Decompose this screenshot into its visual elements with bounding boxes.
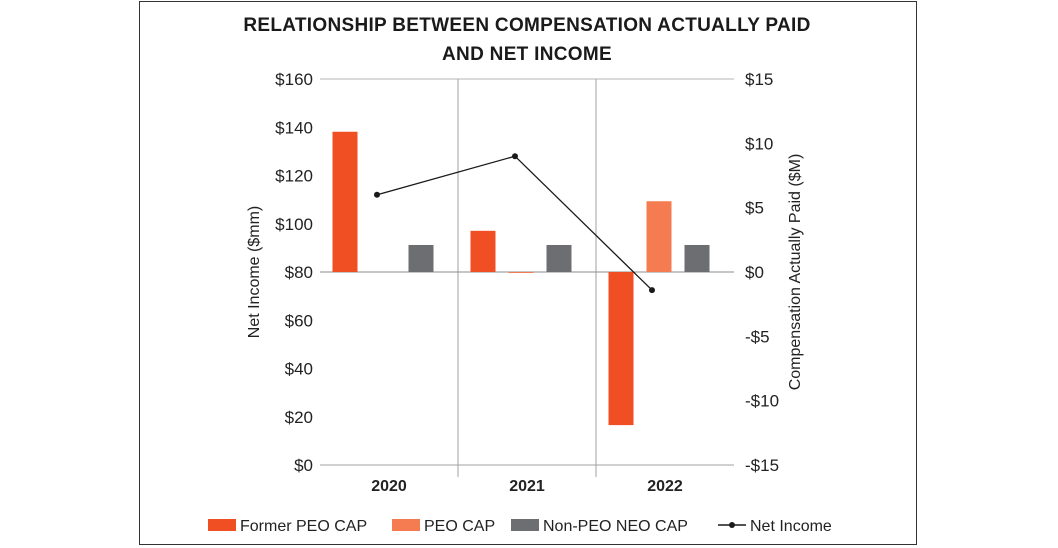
bar-former-peo-cap (470, 230, 496, 272)
x-category-label: 2022 (647, 478, 683, 495)
bar-non-peo-neo-cap (684, 244, 710, 272)
y-right-tick-label: $5 (745, 199, 764, 218)
legend: Former PEO CAP PEO CAP Non-PEO NEO CAP Net … (208, 518, 832, 535)
bar-non-peo-neo-cap (408, 244, 434, 272)
y-left-tick-label: $140 (275, 118, 313, 137)
chart-title-line-2: AND NET INCOME (442, 44, 612, 65)
legend-swatch (208, 519, 236, 531)
net-income-point (374, 191, 380, 198)
net-income-point (649, 287, 655, 294)
bar-peo-cap (508, 272, 534, 273)
bar-peo-cap (646, 201, 672, 272)
x-category-label: 2021 (509, 478, 545, 495)
bar-non-peo-neo-cap (546, 244, 572, 272)
chart-title: RELATIONSHIP BETWEEN COMPENSATION ACTUAL… (243, 15, 810, 65)
y-left-tick-label: $40 (285, 360, 313, 379)
y-right-tick-label: -$5 (745, 327, 770, 346)
legend-swatch (511, 519, 539, 531)
net-income-line (374, 153, 655, 294)
y-left-tick-label: $120 (275, 167, 313, 186)
gridlines (320, 78, 734, 477)
chart-title-line-1: RELATIONSHIP BETWEEN COMPENSATION ACTUAL… (243, 15, 810, 36)
legend-label: PEO CAP (424, 518, 495, 535)
y-right-tick-label: -$10 (745, 392, 779, 411)
legend-label: Former PEO CAP (240, 518, 367, 535)
legend-label: Net Income (750, 518, 832, 535)
y-left-tick-label: $20 (285, 408, 313, 427)
legend-label: Non-PEO NEO CAP (543, 518, 688, 535)
y-left-tick-label: $0 (294, 456, 313, 475)
legend-line-marker (729, 522, 735, 528)
x-category-label: 2020 (371, 478, 407, 495)
bars (332, 131, 710, 426)
y-right-tick-label: -$15 (745, 456, 779, 475)
y-left-tick-label: $80 (285, 263, 313, 282)
net-income-point (512, 153, 518, 160)
y-axis-right-label: Compensation Actually Paid ($M) (787, 154, 804, 391)
legend-swatch (392, 519, 420, 531)
y-right-tick-label: $0 (745, 263, 764, 282)
y-left-tick-label: $100 (275, 215, 313, 234)
tick-labels: $0 $20 $40 $60 $80 $100 $120 $140 $160 -$15 -$10 -$… (275, 70, 779, 495)
y-right-tick-label: $10 (745, 134, 773, 153)
y-left-tick-label: $160 (275, 70, 313, 89)
y-left-tick-label: $60 (285, 311, 313, 330)
y-right-tick-label: $15 (745, 70, 773, 89)
bar-former-peo-cap (332, 131, 358, 272)
bar-former-peo-cap (608, 272, 634, 426)
y-axis-left-label: Net Income ($mm) (246, 206, 263, 338)
